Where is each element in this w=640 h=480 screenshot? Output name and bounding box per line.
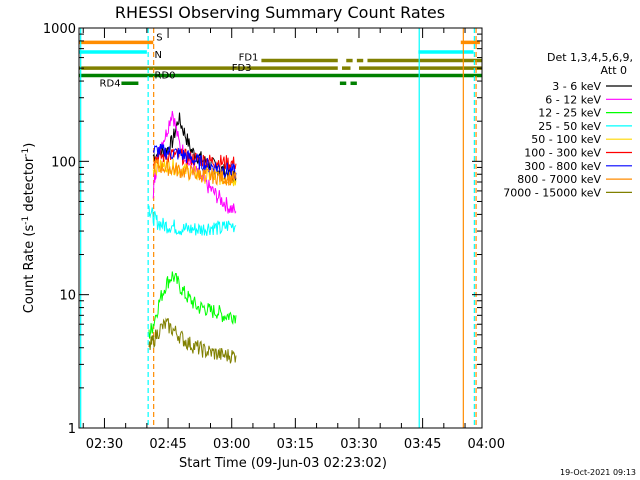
series-line-7000-15000-kev xyxy=(148,317,237,364)
x-tick-label: 03:00 xyxy=(213,437,250,452)
x-tick-label: 03:30 xyxy=(340,437,377,452)
x-tick-label: 02:45 xyxy=(149,437,186,452)
y-tick-label: 1000 xyxy=(43,22,76,37)
y-tick-label: 10 xyxy=(59,289,76,304)
timestamp: 19-Oct-2021 09:13 xyxy=(560,468,636,477)
y-label-mid: detector xyxy=(22,156,37,216)
series-line-800-7000-kev xyxy=(152,158,237,186)
flag-label-rd4: RD4 xyxy=(100,78,121,89)
legend-label-50-100-kev: 50 - 100 keV xyxy=(531,133,601,146)
line-label: N xyxy=(155,50,162,61)
x-tick-label: 03:15 xyxy=(277,437,314,452)
legend-label-7000-15000-kev: 7000 - 15000 keV xyxy=(503,186,601,199)
series-lines xyxy=(148,110,237,364)
y-axis-label: Count Rate (s-1 detector-1) xyxy=(21,143,37,314)
series-line-25-50-kev xyxy=(148,205,237,236)
y-tick-label: 100 xyxy=(51,155,76,170)
legend-title: Det 1,3,4,5,6,9, xyxy=(547,51,633,64)
x-tick-label: 02:30 xyxy=(86,437,123,452)
x-tick-label: 03:45 xyxy=(404,437,441,452)
legend-subtitle: Att 0 xyxy=(601,64,627,77)
y-label-main: Count Rate (s xyxy=(22,225,37,314)
series-line-12-25-kev xyxy=(148,271,237,339)
flag-label-fd3: FD3 xyxy=(232,63,252,74)
x-axis-label: Start Time (09-Jun-03 02:23:02) xyxy=(179,456,387,471)
legend-label-25-50-kev: 25 - 50 keV xyxy=(538,120,601,133)
flag-label-fd1: FD1 xyxy=(239,53,259,64)
x-tick-label: 04:00 xyxy=(468,437,505,452)
vertical-lines: N xyxy=(80,28,477,428)
y-tick-label: 1 xyxy=(68,422,76,437)
legend-label-800-7000-kev: 800 - 7000 keV xyxy=(517,173,601,186)
series-line-100-300-kev xyxy=(152,147,237,170)
y-axis: 1 10 100 1000 xyxy=(43,22,482,437)
y-label-sup2: -1 xyxy=(21,148,31,157)
x-axis: 02:30 02:45 03:00 03:15 03:30 03:45 04:00 xyxy=(82,28,505,452)
legend-label-6-12-kev: 6 - 12 keV xyxy=(545,93,601,106)
chart-title: RHESSI Observing Summary Count Rates xyxy=(115,3,445,22)
legend-label-300-800-kev: 300 - 800 keV xyxy=(524,160,601,173)
y-label-sup1: -1 xyxy=(21,216,31,225)
plot-frame xyxy=(78,27,483,429)
legend-label-100-300-kev: 100 - 300 keV xyxy=(524,147,601,160)
legend-label-12-25-kev: 12 - 25 keV xyxy=(538,107,601,120)
y-label-end: ) xyxy=(22,143,37,148)
flag-label-s: S xyxy=(156,32,162,43)
legend-label-3-6-kev: 3 - 6 keV xyxy=(552,80,601,93)
flag-label-rd0: RD0 xyxy=(155,71,176,82)
